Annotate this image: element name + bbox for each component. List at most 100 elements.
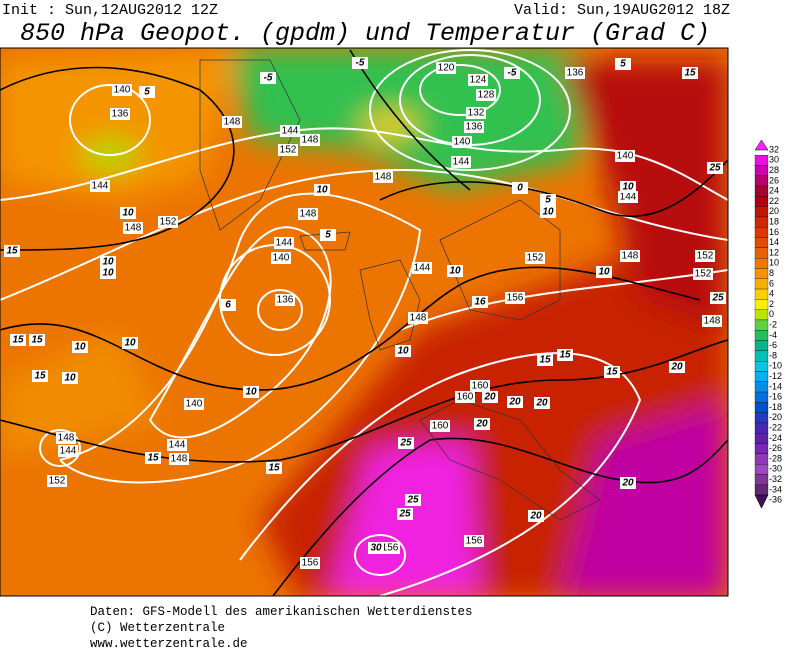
label-bg xyxy=(90,180,110,192)
temperature-label: 5 xyxy=(325,230,331,241)
temperature-label: 25 xyxy=(406,495,419,506)
colorbar-label: -14 xyxy=(769,381,782,391)
temperature-label: 5 xyxy=(144,87,150,98)
temperature-label: 5 xyxy=(545,195,551,206)
label-bg xyxy=(274,237,294,249)
geopotential-label: 148 xyxy=(58,433,75,444)
colorbar-label: 22 xyxy=(769,196,779,206)
label-bg xyxy=(557,349,573,361)
colorbar-label: 10 xyxy=(769,258,779,268)
label-bg xyxy=(470,380,490,392)
colorbar-label: 2 xyxy=(769,299,774,309)
geopotential-label: 156 xyxy=(302,558,319,569)
label-bg xyxy=(468,74,488,86)
label-bg xyxy=(320,229,336,241)
temperature-label: 20 xyxy=(529,511,542,522)
temperature-label: -5 xyxy=(264,73,273,84)
colorbar-label: -20 xyxy=(769,412,782,422)
colorbar-swatch xyxy=(754,340,769,351)
temperature-label: 20 xyxy=(535,398,548,409)
label-bg xyxy=(352,57,368,69)
temperature-label: 15 xyxy=(12,335,24,346)
temperature-label: 15 xyxy=(539,355,551,366)
label-bg xyxy=(504,67,520,79)
temperature-label: 15 xyxy=(31,335,43,346)
colorbar-label: -34 xyxy=(769,484,782,494)
label-bg xyxy=(278,144,298,156)
label-bg xyxy=(243,386,259,398)
label-bg xyxy=(380,542,400,554)
label-bg xyxy=(72,341,88,353)
label-bg xyxy=(169,453,189,465)
temperature-label: 5 xyxy=(620,59,626,70)
label-bg xyxy=(693,268,713,280)
label-bg xyxy=(220,299,236,311)
temperature-label: 10 xyxy=(598,267,610,278)
colorbar-label: -32 xyxy=(769,474,782,484)
label-bg xyxy=(615,150,635,162)
colorbar-swatch xyxy=(754,350,769,362)
label-bg xyxy=(112,84,132,96)
colorbar-swatch xyxy=(754,278,769,290)
temperature-label: 10 xyxy=(397,346,409,357)
label-bg xyxy=(122,337,138,349)
label-bg xyxy=(682,67,698,79)
geopotential-label: 152 xyxy=(527,253,544,264)
label-bg xyxy=(405,494,421,506)
colorbar-label: 4 xyxy=(769,289,774,299)
colorbar-label: 24 xyxy=(769,186,779,196)
label-bg xyxy=(596,266,612,278)
label-bg xyxy=(300,557,320,569)
colorbar-label: 26 xyxy=(769,175,779,185)
geopotential-label: 140 xyxy=(617,151,634,162)
label-bg xyxy=(604,366,620,378)
label-bg xyxy=(260,72,276,84)
label-bg xyxy=(275,294,295,306)
init-time: Init : Sun,12AUG2012 12Z xyxy=(2,2,218,19)
geopotential-label: 144 xyxy=(92,181,109,192)
geopotential-label: 140 xyxy=(273,253,290,264)
temperature-label: -5 xyxy=(508,68,517,79)
colorbar-label: -24 xyxy=(769,433,782,443)
label-bg xyxy=(482,391,498,403)
geopotential-label: 144 xyxy=(282,126,299,137)
temperature-label: 20 xyxy=(475,419,488,430)
colorbar-swatch xyxy=(754,165,769,176)
geopotential-label: 156 xyxy=(382,543,399,554)
geopotential-label: 152 xyxy=(49,476,66,487)
coastlines xyxy=(199,59,601,521)
colorbar-swatch xyxy=(754,381,769,393)
label-bg xyxy=(620,181,636,193)
label-bg xyxy=(476,89,496,101)
label-bg xyxy=(4,245,20,257)
colorbar-swatch xyxy=(754,237,769,249)
colorbar-label: 0 xyxy=(769,309,774,319)
geopotential-label: 144 xyxy=(276,238,293,249)
colorbar-swatch xyxy=(754,257,769,269)
colorbar-label: -22 xyxy=(769,422,782,432)
label-bg xyxy=(280,125,300,137)
colorbar-label: 12 xyxy=(769,247,779,257)
geopotential-label: 144 xyxy=(414,263,431,274)
geopotential-label: 120 xyxy=(438,63,455,74)
colorbar-swatch xyxy=(754,227,769,238)
label-bg xyxy=(29,334,45,346)
colorbar-swatch xyxy=(754,422,769,434)
temperature-label: 6 xyxy=(225,300,231,311)
colorbar-label: -30 xyxy=(769,464,782,474)
colorbar-label: 14 xyxy=(769,237,779,247)
geopotential-label: 152 xyxy=(280,145,297,156)
label-bg xyxy=(10,334,26,346)
temperature-label: 15 xyxy=(6,246,18,257)
geopotential-label: 148 xyxy=(375,172,392,183)
label-bg xyxy=(702,315,722,327)
geopotential-label: 152 xyxy=(695,269,712,280)
geopotential-label: 160 xyxy=(432,421,449,432)
colorbar-label: 32 xyxy=(769,144,779,154)
colorbar-swatch xyxy=(754,474,769,485)
temperature-label: 16 xyxy=(474,297,486,308)
geopotential-label: 132 xyxy=(468,108,485,119)
label-bg xyxy=(47,475,67,487)
geopotential-label: 148 xyxy=(171,454,188,465)
colorbar-swatch xyxy=(754,196,769,207)
